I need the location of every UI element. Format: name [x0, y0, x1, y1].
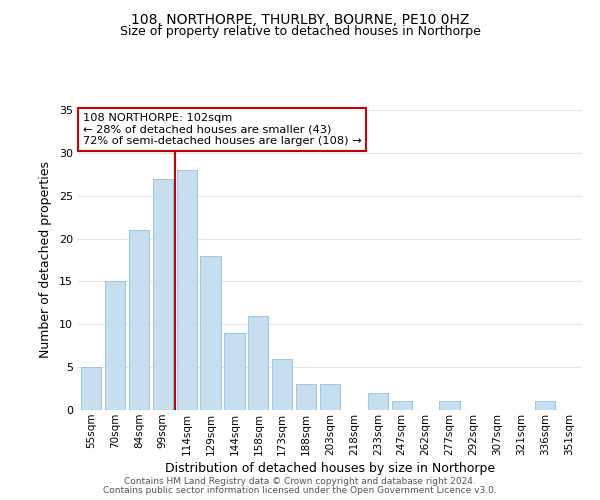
Bar: [224, 333, 245, 410]
Bar: [200, 256, 221, 410]
Bar: [392, 402, 412, 410]
Text: 108, NORTHORPE, THURLBY, BOURNE, PE10 0HZ: 108, NORTHORPE, THURLBY, BOURNE, PE10 0H…: [131, 12, 469, 26]
Y-axis label: Number of detached properties: Number of detached properties: [39, 162, 52, 358]
X-axis label: Distribution of detached houses by size in Northorpe: Distribution of detached houses by size …: [165, 462, 495, 475]
Text: Size of property relative to detached houses in Northorpe: Size of property relative to detached ho…: [119, 25, 481, 38]
Bar: [296, 384, 316, 410]
Bar: [368, 393, 388, 410]
Text: Contains HM Land Registry data © Crown copyright and database right 2024.: Contains HM Land Registry data © Crown c…: [124, 477, 476, 486]
Bar: [320, 384, 340, 410]
Bar: [129, 230, 149, 410]
Text: 108 NORTHORPE: 102sqm
← 28% of detached houses are smaller (43)
72% of semi-deta: 108 NORTHORPE: 102sqm ← 28% of detached …: [83, 113, 362, 146]
Bar: [272, 358, 292, 410]
Bar: [535, 402, 555, 410]
Bar: [152, 178, 173, 410]
Bar: [248, 316, 268, 410]
Bar: [439, 402, 460, 410]
Text: Contains public sector information licensed under the Open Government Licence v3: Contains public sector information licen…: [103, 486, 497, 495]
Bar: [81, 367, 101, 410]
Bar: [105, 282, 125, 410]
Bar: [176, 170, 197, 410]
